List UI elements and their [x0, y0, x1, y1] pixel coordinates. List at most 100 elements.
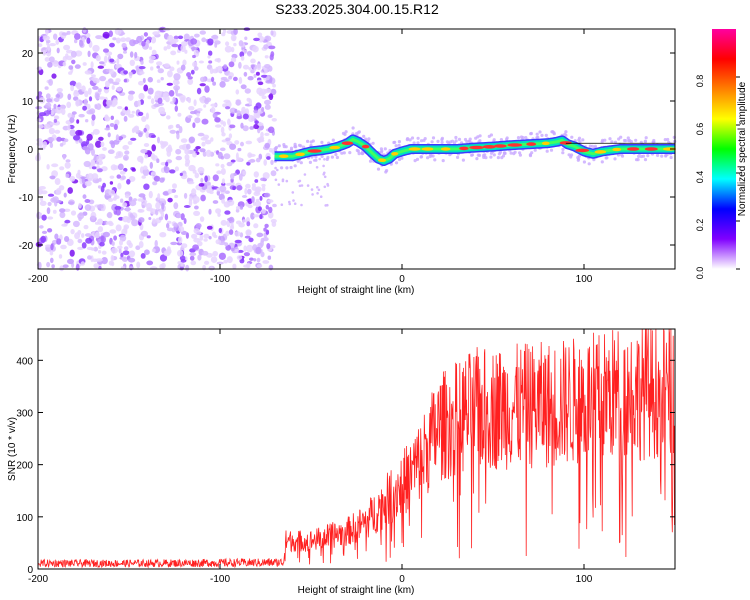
- noise-point: [196, 108, 203, 112]
- track-halo-point: [656, 153, 660, 157]
- track-halo-point: [308, 160, 312, 164]
- noise-point: [51, 73, 57, 79]
- noise-point: [75, 50, 83, 57]
- noise-point: [65, 159, 71, 163]
- noise-point: [323, 171, 326, 175]
- noise-point: [46, 207, 51, 215]
- noise-point: [101, 257, 108, 265]
- noise-point: [247, 50, 252, 57]
- noise-point: [42, 35, 50, 41]
- noise-point: [148, 55, 156, 61]
- noise-point: [297, 180, 301, 183]
- noise-point: [59, 208, 66, 213]
- track-halo-point: [643, 139, 648, 143]
- noise-point: [166, 115, 171, 120]
- noise-point: [156, 90, 163, 95]
- noise-point: [175, 148, 182, 155]
- noise-point: [169, 66, 175, 72]
- noise-point: [270, 170, 277, 177]
- noise-point: [163, 63, 170, 68]
- track-halo-point: [431, 136, 436, 140]
- track-halo-point: [619, 135, 623, 139]
- track-halo-point: [344, 130, 348, 134]
- noise-point: [145, 131, 149, 139]
- noise-point: [228, 75, 233, 80]
- noise-point: [156, 65, 160, 69]
- noise-point: [166, 227, 174, 232]
- noise-point: [250, 212, 255, 220]
- track-halo-point: [521, 136, 525, 140]
- track-halo-point: [509, 151, 513, 155]
- track-halo-point: [311, 139, 315, 143]
- noise-point: [97, 226, 104, 233]
- noise-point: [311, 193, 314, 196]
- noise-point: [253, 123, 260, 130]
- noise-point: [315, 166, 319, 169]
- track-halo-point: [383, 147, 387, 151]
- noise-point: [151, 49, 157, 55]
- track-peak: [377, 158, 387, 162]
- noise-point: [111, 85, 115, 90]
- noise-point: [198, 183, 205, 187]
- noise-point: [271, 221, 277, 227]
- noise-point: [253, 37, 260, 42]
- spectrogram-x-axis-label: Height of straight line (km): [298, 285, 415, 296]
- track-peak: [526, 142, 537, 146]
- noise-point: [233, 76, 238, 82]
- noise-point: [61, 32, 68, 36]
- noise-point: [263, 66, 269, 74]
- noise-point: [197, 254, 202, 261]
- noise-point: [187, 76, 193, 80]
- noise-point: [248, 153, 256, 157]
- noise-point: [236, 185, 243, 191]
- noise-point: [255, 102, 262, 109]
- track-halo-point: [314, 158, 318, 162]
- noise-point: [172, 96, 176, 103]
- noise-point: [123, 115, 128, 122]
- noise-point: [319, 195, 323, 198]
- noise-point: [260, 177, 267, 182]
- track-halo-point: [341, 131, 346, 135]
- noise-point: [180, 64, 186, 71]
- noise-point: [83, 160, 92, 168]
- noise-point: [100, 235, 104, 243]
- noise-point: [156, 61, 163, 66]
- noise-point: [75, 99, 80, 107]
- snr-x-tick-label: 0: [399, 574, 405, 585]
- noise-point: [228, 133, 233, 139]
- track-halo-point: [549, 148, 554, 152]
- noise-point: [88, 96, 93, 102]
- noise-point: [145, 112, 149, 120]
- noise-point: [216, 57, 221, 63]
- noise-point: [98, 177, 102, 182]
- noise-point: [242, 125, 249, 132]
- noise-point: [246, 221, 251, 227]
- noise-point: [120, 198, 124, 203]
- noise-point: [208, 60, 213, 64]
- noise-point: [116, 58, 120, 65]
- track-halo-point: [666, 137, 670, 142]
- track-peak: [594, 150, 607, 154]
- noise-point: [146, 235, 151, 239]
- noise-point: [98, 96, 106, 100]
- noise-point: [141, 175, 146, 179]
- noise-point: [108, 68, 114, 75]
- noise-point: [257, 206, 262, 212]
- noise-point: [192, 61, 198, 68]
- noise-point: [255, 246, 262, 255]
- noise-point: [214, 42, 218, 48]
- track-halo-point: [320, 154, 324, 158]
- noise-point: [128, 113, 135, 118]
- noise-point: [199, 216, 205, 222]
- noise-point: [69, 249, 75, 257]
- noise-point: [62, 154, 66, 160]
- noise-point: [187, 181, 195, 185]
- noise-point: [224, 242, 229, 247]
- noise-point: [159, 26, 167, 33]
- noise-point: [45, 28, 49, 36]
- track-halo-point: [500, 156, 504, 160]
- spectrogram-y-tick-label: 0: [27, 145, 33, 156]
- noise-point: [193, 66, 199, 71]
- noise-point: [167, 70, 173, 78]
- noise-point: [190, 69, 195, 75]
